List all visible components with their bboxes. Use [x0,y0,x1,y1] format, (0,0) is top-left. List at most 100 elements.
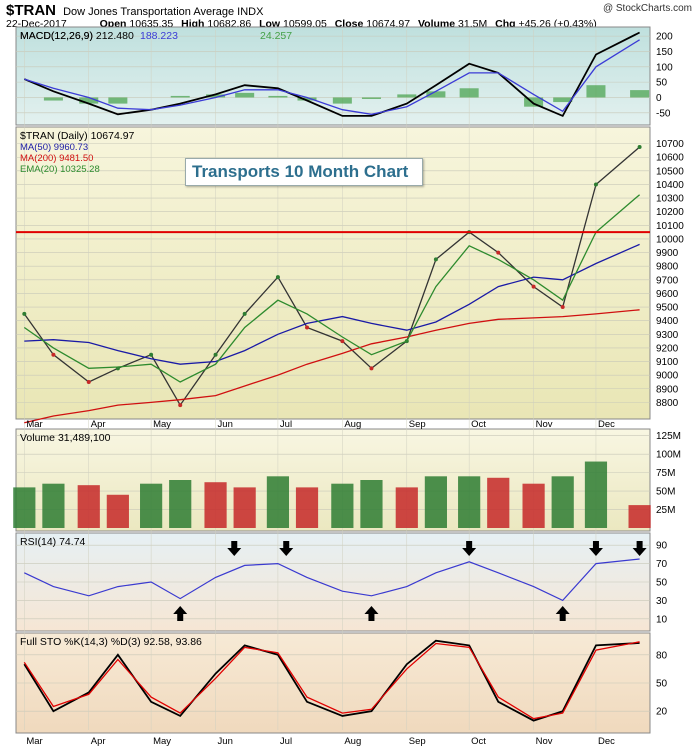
up-arrow-icon [364,606,379,621]
rsi-title: RSI(14) 74.74 [20,536,86,548]
price-ytick-label: 9600 [656,289,679,300]
volume-bar [169,480,192,528]
macd-histogram-bar [524,97,544,107]
x-month-label: Jul [280,736,292,747]
macd-histogram-bar [235,92,255,98]
x-month-label: Apr [91,419,106,430]
price-title: $TRAN (Daily) 10674.97 [20,130,135,142]
x-month-label: Nov [536,736,553,747]
volume-title: Volume 31,489,100 [20,432,111,444]
down-arrow-icon [632,541,647,556]
up-arrow-icon [555,606,570,621]
volume-bar [295,487,319,528]
price-ytick-label: 9900 [656,248,679,259]
price-ytick-label: 9100 [656,357,679,368]
volume-bar [424,476,447,528]
macd-histogram-bar [79,97,99,104]
macd-histogram-bar [43,97,63,101]
price-point [22,311,27,316]
price-point [531,284,536,289]
macd-legend-item: 188.223 [140,30,178,42]
macd-legend-item: 24.257 [260,30,292,42]
price-ytick-label: 10700 [656,139,684,150]
x-month-label: May [153,419,171,430]
macd-histogram-bar [397,94,417,98]
price-point [51,352,56,357]
price-ytick-label: 9400 [656,316,679,327]
x-month-label: Aug [344,736,361,747]
x-month-label: Aug [344,419,361,430]
up-arrow-icon [173,606,188,621]
macd-macd-line [23,31,641,118]
header-line-1: $TRAN Dow Jones Transportation Average I… [6,2,263,19]
volume-bar [204,482,227,528]
macd-ytick-label: 0 [656,93,662,104]
macd-histogram-bar [268,95,288,98]
rsi-line [24,558,640,602]
price-point [178,403,183,408]
x-month-label: Sep [409,736,426,747]
x-month-label: Jul [280,419,292,430]
stochastics-title: Full STO %K(14,3) %D(3) 92.58, 93.86 [20,636,202,648]
macd-histogram-bar [361,97,381,99]
volume-bar [106,494,129,528]
macd-ytick-label: 200 [656,32,673,43]
macd-histogram [43,85,650,107]
volume-ytick-label: 125M [656,431,681,442]
price-point [149,352,154,357]
price-legend-item: MA(200) 9481.50 [20,153,93,164]
price-point [305,325,310,330]
price-ytick-label: 8900 [656,384,679,395]
macd-ytick-label: 100 [656,62,673,73]
x-month-label: Jun [218,419,233,430]
price-ema20-line [23,194,641,383]
macd-histogram-bar [108,97,128,104]
price-point [496,250,501,255]
x-month-label: Dec [598,419,615,430]
price-ytick-label: 9200 [656,343,679,354]
volume-bar [522,483,545,528]
volume-bars [13,461,651,528]
price-point [242,311,247,316]
volume-ytick-label: 25M [656,505,675,516]
macd-histogram-bar [332,97,352,104]
price-ytick-label: 9000 [656,371,679,382]
x-month-label: Sep [409,419,426,430]
axis-ticks: 200 150 100 50 0 -50 10700 10600 10500 10400 10300… [26,32,684,747]
price-point [369,366,374,371]
macd-histogram-bar [630,90,650,98]
price-ytick-label: 8800 [656,398,679,409]
x-month-label: Mar [26,736,42,747]
macd-title: MACD(12,26,9) [20,30,93,42]
indicator-lines [16,31,650,722]
macd-ytick-label: -50 [656,108,671,119]
volume-bar [487,477,510,528]
price-ytick-label: 10000 [656,234,684,245]
x-month-label: Jun [218,736,233,747]
stochastics-d-line [23,641,640,720]
price-ytick-label: 10300 [656,194,684,205]
symbol: $TRAN [6,2,57,19]
price-point [560,305,565,310]
volume-bar [331,483,354,528]
x-month-label: Apr [91,736,106,747]
annotation-text: Transports 10 Month Chart [192,162,409,181]
x-month-label: Dec [598,736,615,747]
stochastics-k-line [23,639,640,722]
volume-bar [77,485,100,528]
price-ma50-line [24,243,640,365]
volume-bar [140,483,163,528]
stochastics-ytick-label: 80 [656,650,668,661]
rsi-ytick-label: 70 [656,559,668,570]
volume-bar [628,505,651,528]
macd-ytick-label: 150 [656,47,673,58]
price-ytick-label: 10400 [656,180,684,191]
price-point [213,352,218,357]
rsi-ytick-label: 30 [656,596,668,607]
volume-bar [584,461,608,528]
volume-bar [266,476,290,528]
macd-histogram-bar [426,91,446,98]
macd-histogram-bar [586,85,606,98]
